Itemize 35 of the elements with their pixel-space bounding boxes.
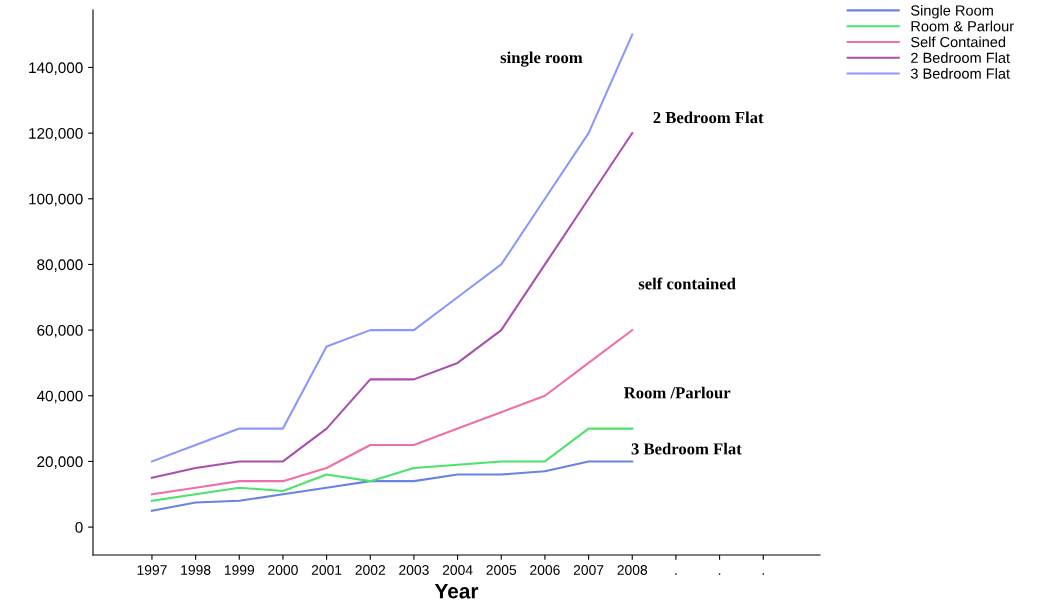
legend-label: Single Room: [911, 4, 993, 19]
x-tick-label: 2004: [442, 565, 473, 575]
x-tick-label: 1998: [181, 565, 211, 575]
x-tick-label: 2002: [355, 565, 386, 575]
line-series: [150, 460, 634, 512]
annotation: 3 Bedroom Flat: [631, 442, 742, 455]
x-tick-label: 1997: [137, 565, 167, 575]
x-tick-label: 2006: [530, 565, 560, 575]
annotation: self contained: [638, 277, 736, 290]
legend-label: Room & Parlour: [911, 20, 1014, 32]
y-tick-label: 60,000: [37, 324, 83, 338]
x-axis-title: Year: [434, 583, 479, 599]
y-tick-label: 40,000: [36, 390, 83, 404]
legend-label: 3 Bedroom Flat: [910, 68, 1010, 79]
y-tick-label: 100,000: [29, 193, 83, 207]
annotation: 2 Bedroom Flat: [653, 111, 764, 124]
y-tick-label: 120,000: [29, 127, 83, 141]
annotation: single room: [500, 51, 583, 67]
y-tick-label: 20,000: [37, 456, 83, 469]
x-tick-label: .: [718, 573, 721, 575]
y-tick-label: 80,000: [37, 259, 83, 272]
y-tick-label: 0: [75, 521, 83, 533]
annotation: Room /Parlour: [623, 386, 731, 399]
x-tick-label: 2005: [486, 565, 517, 575]
legend-label: Self Contained: [911, 36, 1006, 48]
x-tick-label: .: [675, 573, 677, 575]
x-tick-label: 2000: [268, 565, 298, 575]
x-tick-label: 2008: [617, 565, 648, 575]
x-tick-label: .: [762, 573, 764, 575]
legend-label: 2 Bedroom Flat: [911, 52, 1010, 63]
x-tick-label: 2003: [399, 565, 429, 575]
x-tick-label: 1999: [224, 565, 255, 575]
x-tick-label: 2007: [573, 565, 604, 575]
x-tick-label: 2001: [311, 565, 342, 575]
y-tick-label: 140,000: [29, 62, 83, 75]
